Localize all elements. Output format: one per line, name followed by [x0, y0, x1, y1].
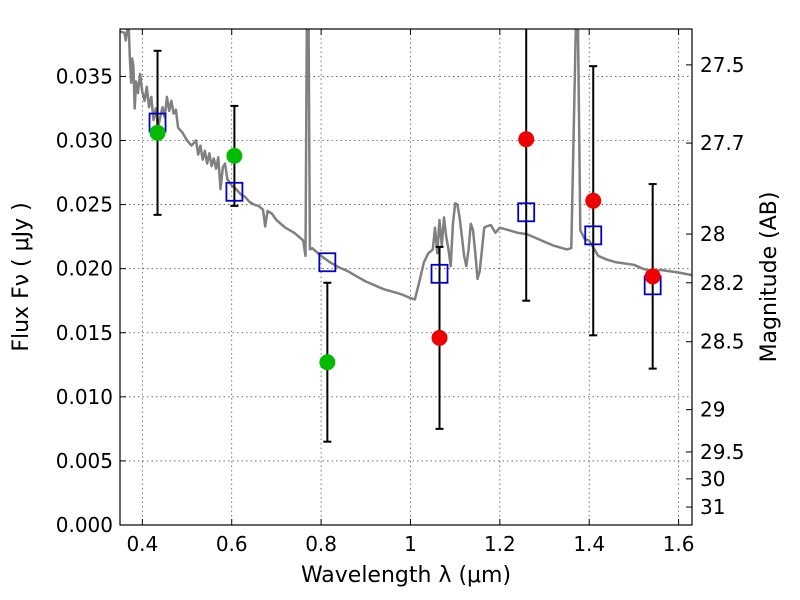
- y-tick-label: 0.030: [56, 129, 113, 153]
- right-tick-label: 28: [700, 222, 725, 246]
- right-tick-label: 27.5: [700, 53, 745, 77]
- data-point-marker: [319, 354, 336, 371]
- y-tick-label: 0.010: [56, 385, 113, 409]
- data-point-marker: [518, 131, 535, 148]
- data-point-marker: [149, 124, 166, 141]
- x-tick-label: 1.4: [573, 532, 605, 556]
- y-tick-label: 0.025: [56, 193, 113, 217]
- x-tick-label: 0.4: [126, 532, 158, 556]
- grid-lines: [120, 29, 692, 526]
- right-tick-label: 28.2: [700, 271, 745, 295]
- x-tick-label: 1.2: [484, 532, 516, 556]
- data-point-marker: [585, 192, 602, 209]
- x-tick-label: 0.8: [305, 532, 337, 556]
- model-square-marker: [225, 181, 244, 202]
- x-tick-label: 1.6: [663, 532, 695, 556]
- right-axis-label: Magnitude (AB): [757, 192, 782, 363]
- y-tick-label: 0.020: [56, 257, 113, 281]
- right-tick-label: 31: [700, 495, 725, 519]
- right-tick-label: 28.5: [700, 330, 745, 354]
- right-tick-label: 29: [700, 398, 725, 422]
- plot-area: [120, 29, 692, 443]
- spectrum-line: [120, 29, 692, 301]
- data-point-marker: [226, 147, 243, 164]
- model-square-marker: [584, 225, 603, 246]
- y-tick-label: 0.005: [56, 449, 113, 473]
- x-tick-label: 1: [404, 532, 417, 556]
- right-tick-label: 29.5: [700, 440, 745, 464]
- data-point-marker: [431, 329, 448, 346]
- data-point-marker: [644, 268, 661, 285]
- right-tick-label: 30: [700, 467, 725, 491]
- x-axis-label: Wavelength λ (μm): [301, 563, 511, 588]
- model-square-marker: [430, 263, 449, 284]
- plot-frame: [119, 28, 693, 526]
- right-tick-label: 27.7: [700, 131, 745, 155]
- y-tick-label: 0.015: [56, 321, 113, 345]
- x-tick-label: 0.6: [216, 532, 248, 556]
- y-tick-label: 0.000: [56, 513, 113, 537]
- y-axis-label: Flux Fν ( μJy ): [9, 202, 34, 351]
- model-square-marker: [517, 202, 536, 223]
- axes: 0.4 0.6 0.8 1 1.2 1.4 1.6 0.000 0.005 0.010 0.015 0…: [56, 29, 745, 556]
- y-tick-label: 0.035: [56, 64, 113, 88]
- model-square-marker: [318, 252, 337, 273]
